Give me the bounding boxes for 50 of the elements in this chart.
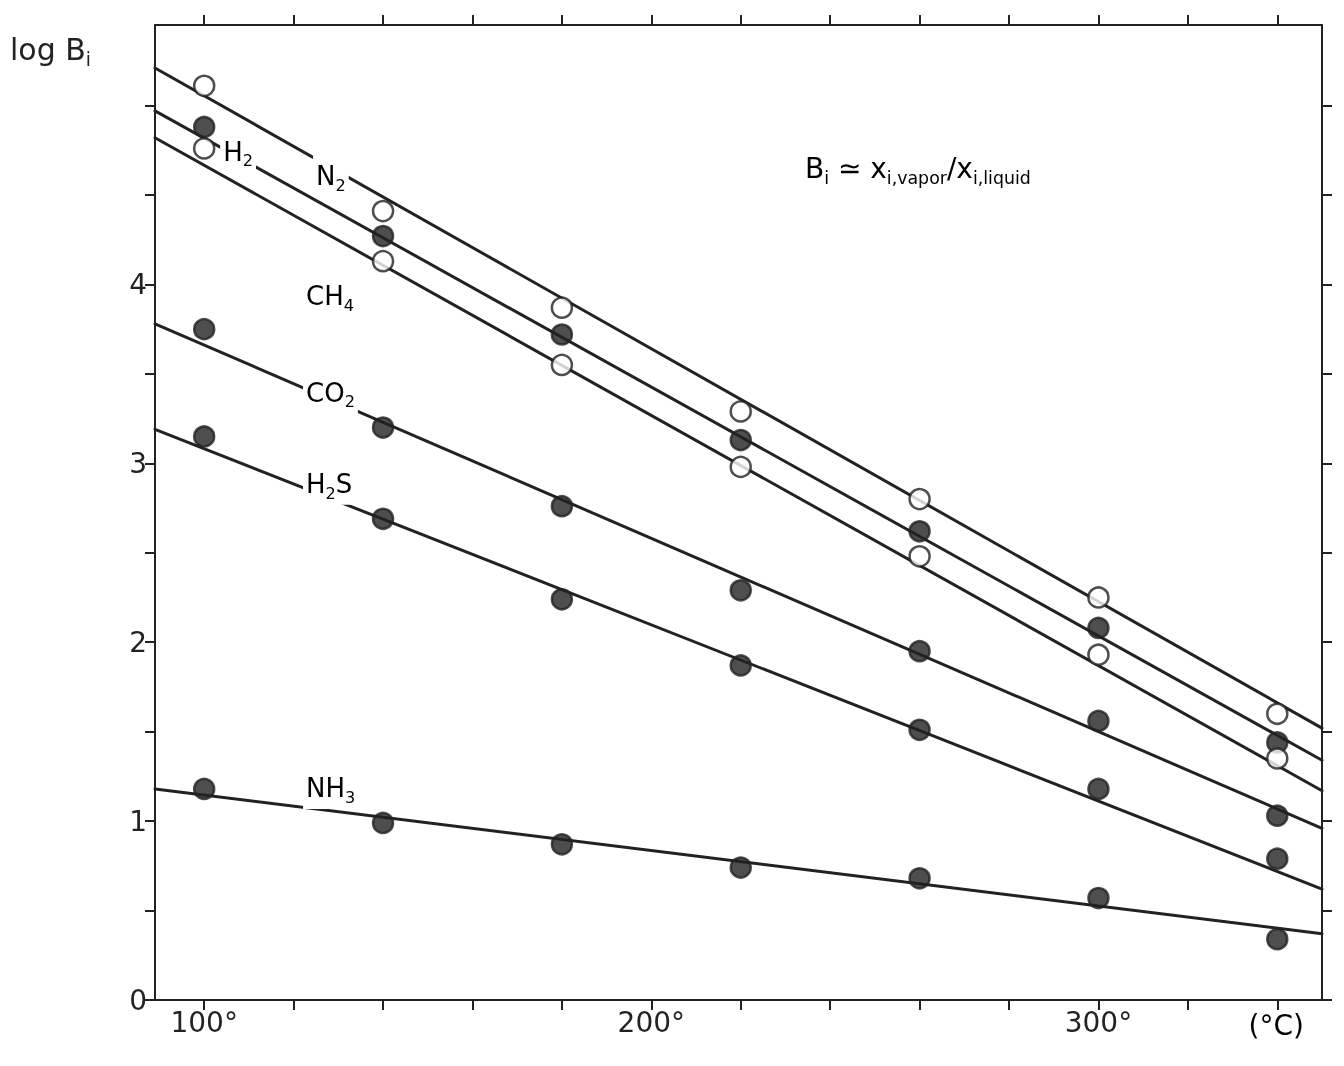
point [550, 296, 574, 319]
point [550, 833, 574, 856]
point [908, 545, 931, 568]
point [192, 137, 216, 160]
point [1087, 777, 1110, 801]
point [729, 579, 752, 602]
point [1266, 847, 1289, 870]
point [1087, 586, 1110, 609]
point [371, 507, 395, 531]
point [371, 224, 395, 248]
point [908, 520, 931, 543]
point [371, 416, 395, 439]
point [1266, 747, 1289, 770]
point [908, 867, 931, 890]
point [1266, 804, 1289, 827]
point [729, 428, 752, 452]
point [550, 494, 574, 518]
point [371, 811, 395, 835]
point [729, 400, 752, 423]
point [729, 455, 752, 479]
x-tick-label: 100° [170, 1005, 238, 1039]
point [908, 487, 931, 511]
point [371, 199, 395, 223]
x-tick-label: 200° [617, 1005, 686, 1039]
y-tick-label: 3 [129, 446, 147, 480]
point [1087, 709, 1110, 733]
point [192, 317, 216, 341]
point [908, 718, 931, 742]
point [729, 856, 752, 879]
x-axis-title: (°C) [1248, 1009, 1305, 1043]
point [1266, 702, 1289, 726]
point [550, 588, 574, 611]
y-tick-label: 4 [129, 267, 147, 301]
point [192, 777, 216, 801]
y-tick-label: 1 [129, 804, 147, 838]
point [550, 353, 574, 377]
point [192, 74, 216, 98]
x-tick-label: 300° [1064, 1005, 1133, 1039]
point [908, 639, 931, 663]
point [192, 425, 216, 448]
point [371, 249, 395, 273]
y-tick-label: 0 [129, 983, 147, 1017]
y-tick-label: 2 [129, 625, 147, 659]
point [1087, 643, 1110, 666]
point [1266, 927, 1289, 951]
point [1087, 886, 1110, 910]
point [192, 115, 216, 139]
point [550, 323, 574, 346]
point [729, 654, 752, 677]
point [1087, 616, 1110, 640]
